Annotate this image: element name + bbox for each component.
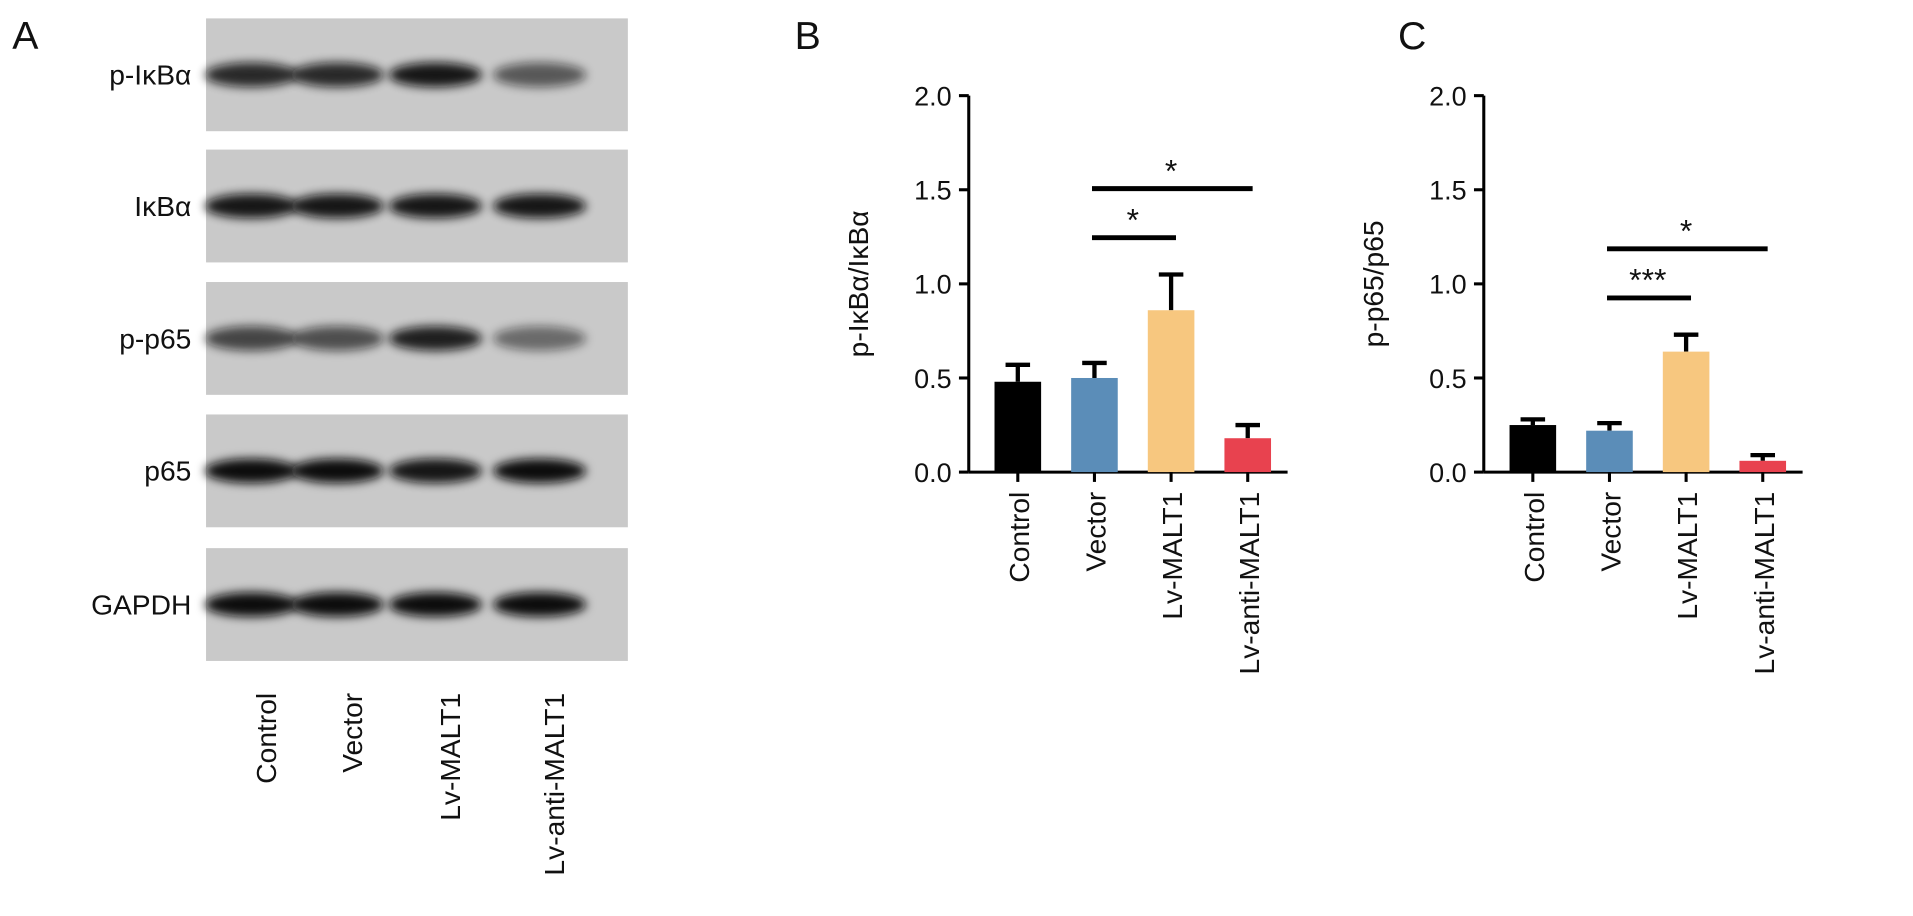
blot-band <box>388 62 482 88</box>
blot-band <box>388 326 482 351</box>
blot-lane-label: Lv-anti-MALT1 <box>538 693 570 876</box>
y-tick-label: 2.0 <box>914 81 952 111</box>
bar <box>1586 430 1633 473</box>
y-tick-label: 1.5 <box>914 176 952 206</box>
blot-lane-label: Lv-MALT1 <box>434 693 466 821</box>
x-tick-label: Lv-anti-MALT1 <box>1748 492 1780 675</box>
significance-label: * <box>1680 213 1692 249</box>
y-tick-label: 0.5 <box>1429 364 1467 394</box>
bar <box>994 381 1042 473</box>
blot-band <box>492 326 587 351</box>
blot-row-label: p65 <box>144 455 191 487</box>
y-axis-label: p-p65/p65 <box>1357 220 1389 347</box>
y-tick-label: 2.0 <box>1429 81 1467 111</box>
blot-band <box>492 193 587 219</box>
blot-lane-label: Control <box>250 693 282 784</box>
blot-band <box>492 458 587 484</box>
blot-band <box>290 458 384 484</box>
bar <box>1509 425 1557 473</box>
x-tick-label: Vector <box>1595 492 1627 572</box>
x-tick-label: Lv-anti-MALT1 <box>1233 492 1265 675</box>
blot-band <box>290 592 384 617</box>
significance-label: * <box>1127 201 1139 237</box>
y-tick-label: 1.0 <box>914 270 952 300</box>
bar <box>1224 438 1272 473</box>
blot-band <box>290 62 384 88</box>
panel-letter: B <box>795 14 821 58</box>
blot-lane-label: Vector <box>336 693 368 773</box>
x-tick-label: Lv-MALT1 <box>1671 492 1703 620</box>
blot-band <box>204 193 299 219</box>
significance-label: *** <box>1629 262 1666 298</box>
blot-band <box>204 592 299 617</box>
blot-row-label: GAPDH <box>91 588 191 620</box>
blot-band <box>492 62 587 88</box>
blot-band <box>204 326 299 351</box>
x-tick-label: Vector <box>1079 492 1111 572</box>
blot-row-label: p-p65 <box>119 322 191 354</box>
blot-row-label: IκBα <box>134 190 191 222</box>
y-tick-label: 1.5 <box>1429 176 1467 206</box>
y-axis-label: p-IκBα/IκBα <box>842 210 874 357</box>
panel-letter: C <box>1398 14 1426 58</box>
y-tick-label: 0.0 <box>1429 458 1467 488</box>
blot-band <box>204 62 299 88</box>
blot-row-label: p-IκBα <box>109 59 191 91</box>
blot-band <box>492 592 587 617</box>
x-tick-label: Control <box>1518 492 1550 583</box>
y-tick-label: 1.0 <box>1429 270 1467 300</box>
significance-label: * <box>1165 152 1177 188</box>
blot-band <box>290 326 384 351</box>
blot-band <box>388 592 482 617</box>
blot-band <box>204 458 299 484</box>
bar <box>1071 377 1118 473</box>
bar <box>1662 351 1710 473</box>
blot-band <box>388 193 482 219</box>
blot-band <box>388 458 482 484</box>
x-tick-label: Lv-MALT1 <box>1156 492 1188 620</box>
panel-letter: A <box>12 14 39 58</box>
y-tick-label: 0.0 <box>914 458 952 488</box>
blot-band <box>290 193 384 219</box>
x-tick-label: Control <box>1003 492 1035 583</box>
bar <box>1147 310 1195 473</box>
y-tick-label: 0.5 <box>914 364 952 394</box>
bar <box>1739 460 1787 473</box>
